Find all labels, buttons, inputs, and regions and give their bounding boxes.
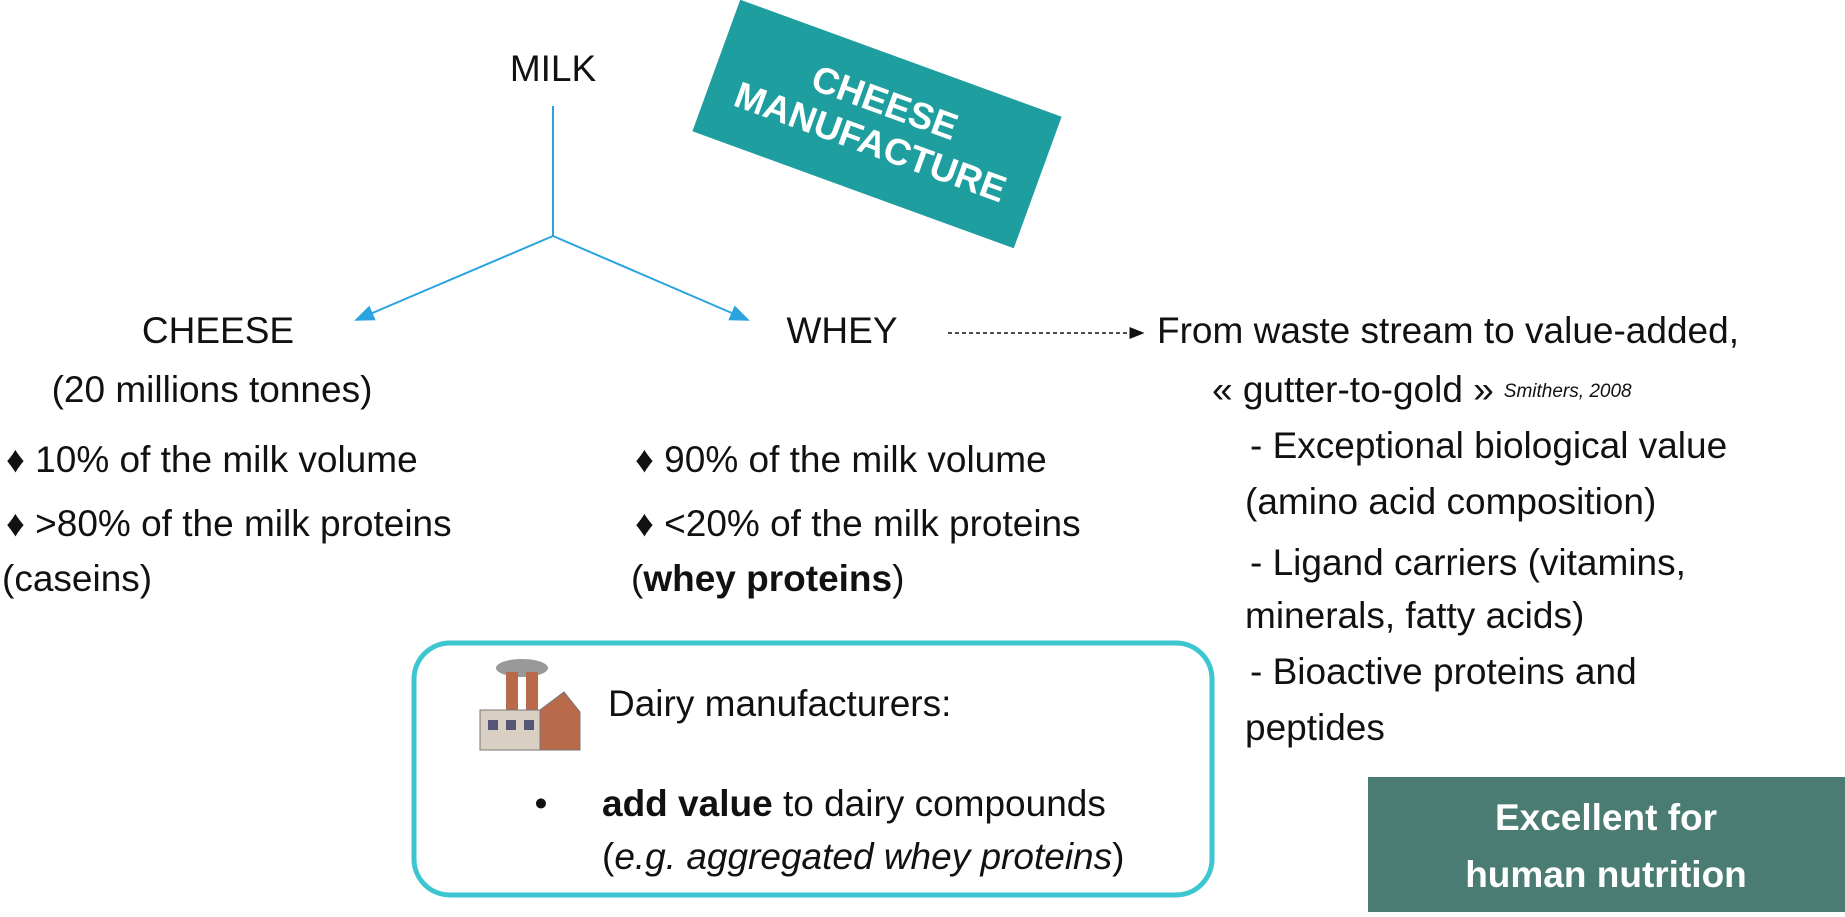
arrow-cheese — [356, 236, 553, 320]
citation: Smithers, 2008 — [1504, 381, 1632, 402]
point: - Exceptional biological value — [1250, 425, 1727, 466]
bold-text: whey proteins — [642, 558, 892, 599]
text: to dairy compounds — [773, 783, 1106, 824]
fact: (whey proteins) — [631, 558, 904, 599]
manufacturers-title: Dairy manufacturers: — [608, 683, 951, 724]
arrow-whey — [553, 236, 748, 320]
diagram: MILK CHEESE MANUFACTURE CHEESE (20 milli… — [0, 0, 1845, 912]
fact: ♦ <20% of the milk proteins — [635, 503, 1081, 544]
conclusion-text: Excellent for — [1495, 797, 1717, 838]
point: minerals, fatty acids) — [1245, 595, 1584, 636]
page: MILK CHEESE MANUFACTURE CHEESE (20 milli… — [0, 0, 1845, 912]
cheese-amount: (20 millions tonnes) — [52, 369, 373, 410]
text: ) — [892, 558, 904, 599]
point: peptides — [1245, 707, 1385, 748]
text: « gutter-to-gold » — [1212, 369, 1494, 410]
conclusion-text: human nutrition — [1465, 854, 1747, 895]
milk-label: MILK — [510, 48, 597, 89]
point: (amino acid composition) — [1245, 481, 1656, 522]
headline: From waste stream to value-added, — [1157, 310, 1739, 351]
fact: ♦ >80% of the milk proteins — [6, 503, 452, 544]
fact: (caseins) — [2, 558, 152, 599]
text: ( — [631, 558, 644, 599]
quote: « gutter-to-gold » Smithers, 2008 — [1212, 369, 1632, 410]
text: ) — [1112, 836, 1124, 877]
bold-text: add value — [602, 783, 773, 824]
fact: ♦ 10% of the milk volume — [6, 439, 418, 480]
example: (e.g. aggregated whey proteins) — [602, 836, 1124, 877]
text: ( — [602, 836, 615, 877]
fact: ♦ 90% of the milk volume — [635, 439, 1047, 480]
item: add value to dairy compounds — [602, 783, 1106, 824]
factory-icon — [480, 659, 580, 750]
bullet: • — [535, 783, 548, 824]
italic-text: e.g. aggregated whey proteins — [614, 836, 1112, 877]
banner: CHEESE MANUFACTURE — [692, 0, 1061, 248]
whey-label: WHEY — [787, 310, 898, 351]
point: - Ligand carriers (vitamins, — [1250, 542, 1686, 583]
point: - Bioactive proteins and — [1250, 651, 1637, 692]
cheese-label: CHEESE — [142, 310, 294, 351]
